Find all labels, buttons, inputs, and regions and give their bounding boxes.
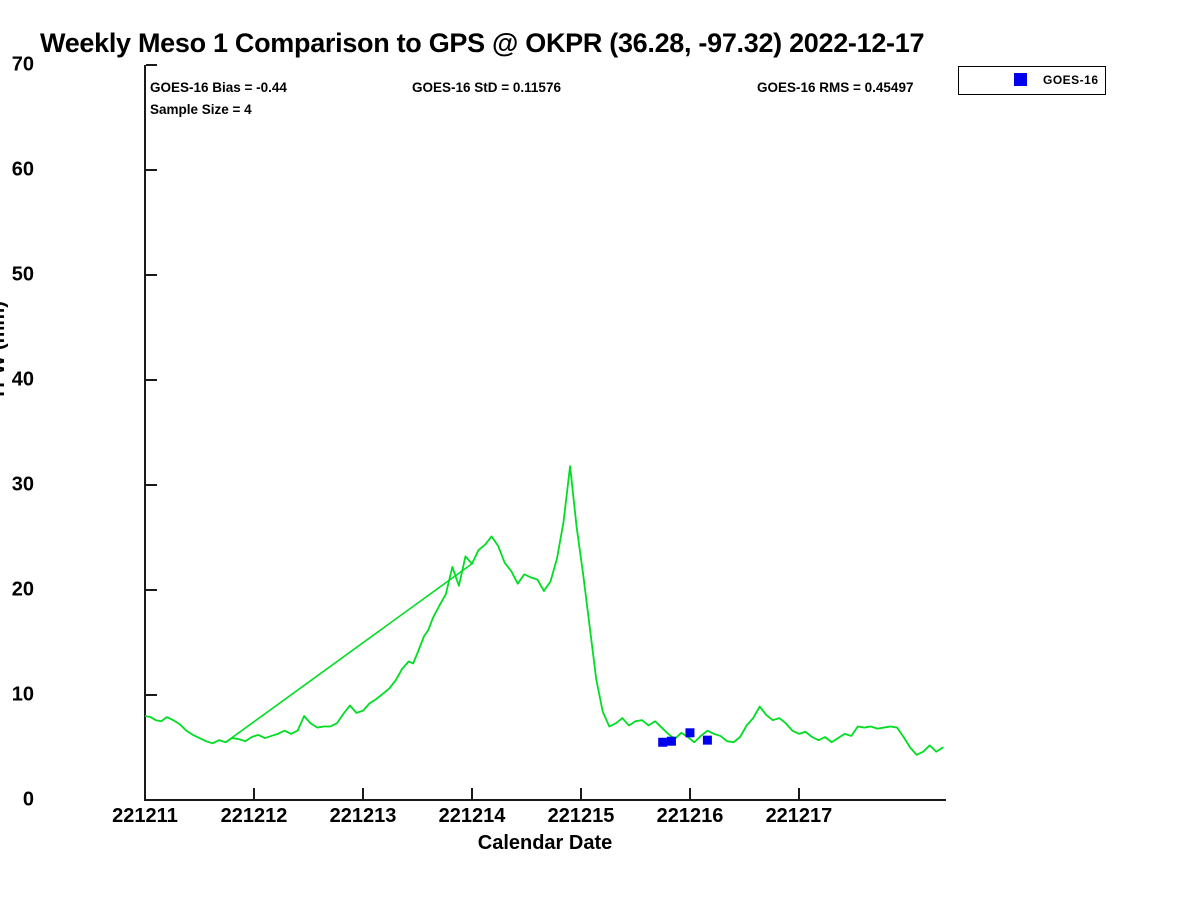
- legend-swatch-goes16-icon: [1014, 73, 1027, 86]
- goes16-data-point: [685, 728, 695, 738]
- x-axis-label: Calendar Date: [477, 832, 613, 854]
- stat-rms: GOES-16 RMS = 0.45497: [757, 80, 914, 95]
- y-tick: [146, 484, 157, 486]
- x-tick-label: 221217: [765, 805, 833, 827]
- y-axis-label: TPW (mm): [0, 301, 9, 400]
- y-tick-label: 20: [11, 578, 34, 601]
- goes16-data-point: [658, 737, 668, 747]
- stat-sample-size: Sample Size = 4: [150, 102, 252, 117]
- x-tick-label: 221213: [329, 805, 397, 827]
- data-plot: [145, 465, 944, 756]
- x-tick-label: 221212: [220, 805, 288, 827]
- x-tick: [688, 788, 691, 799]
- y-tick: [146, 274, 157, 276]
- x-tick: [144, 788, 146, 799]
- y-tick-label: 50: [11, 263, 34, 286]
- x-tick-label: 221211: [112, 805, 178, 827]
- y-tick-label: 30: [11, 473, 34, 496]
- y-tick-label: 10: [11, 683, 34, 706]
- y-tick: [146, 64, 157, 66]
- x-tick-label: 221215: [547, 805, 615, 827]
- x-tick-label: 221216: [656, 805, 724, 827]
- y-tick: [146, 799, 157, 801]
- y-tick-label: 70: [11, 53, 34, 76]
- goes16-data-point: [702, 735, 712, 745]
- plot-area: [145, 65, 945, 800]
- gps-series-gap-interpolation: [224, 562, 473, 744]
- x-tick: [252, 788, 255, 799]
- y-axis-line: [144, 65, 146, 801]
- x-tick: [361, 788, 364, 799]
- legend: [958, 66, 1106, 95]
- x-tick: [579, 788, 582, 799]
- x-tick: [470, 788, 473, 799]
- stat-bias: GOES-16 Bias = -0.44: [150, 80, 287, 95]
- x-tick: [797, 788, 800, 799]
- y-tick: [146, 589, 157, 591]
- y-tick-label: 60: [11, 158, 34, 181]
- y-tick: [146, 169, 157, 171]
- gps-series-line: [145, 465, 944, 756]
- x-tick-label: 221214: [438, 805, 506, 827]
- y-tick-label: 40: [11, 368, 34, 391]
- page-title: Weekly Meso 1 Comparison to GPS @ OKPR (…: [40, 28, 925, 58]
- goes16-series-markers: [658, 728, 712, 747]
- x-axis-line: [144, 799, 946, 801]
- y-tick: [146, 379, 157, 381]
- y-tick-label: 0: [22, 788, 34, 811]
- legend-label-goes16: GOES-16: [1043, 73, 1099, 87]
- stat-std: GOES-16 StD = 0.11576: [412, 80, 561, 95]
- goes16-data-point: [666, 736, 676, 746]
- y-tick: [146, 694, 157, 696]
